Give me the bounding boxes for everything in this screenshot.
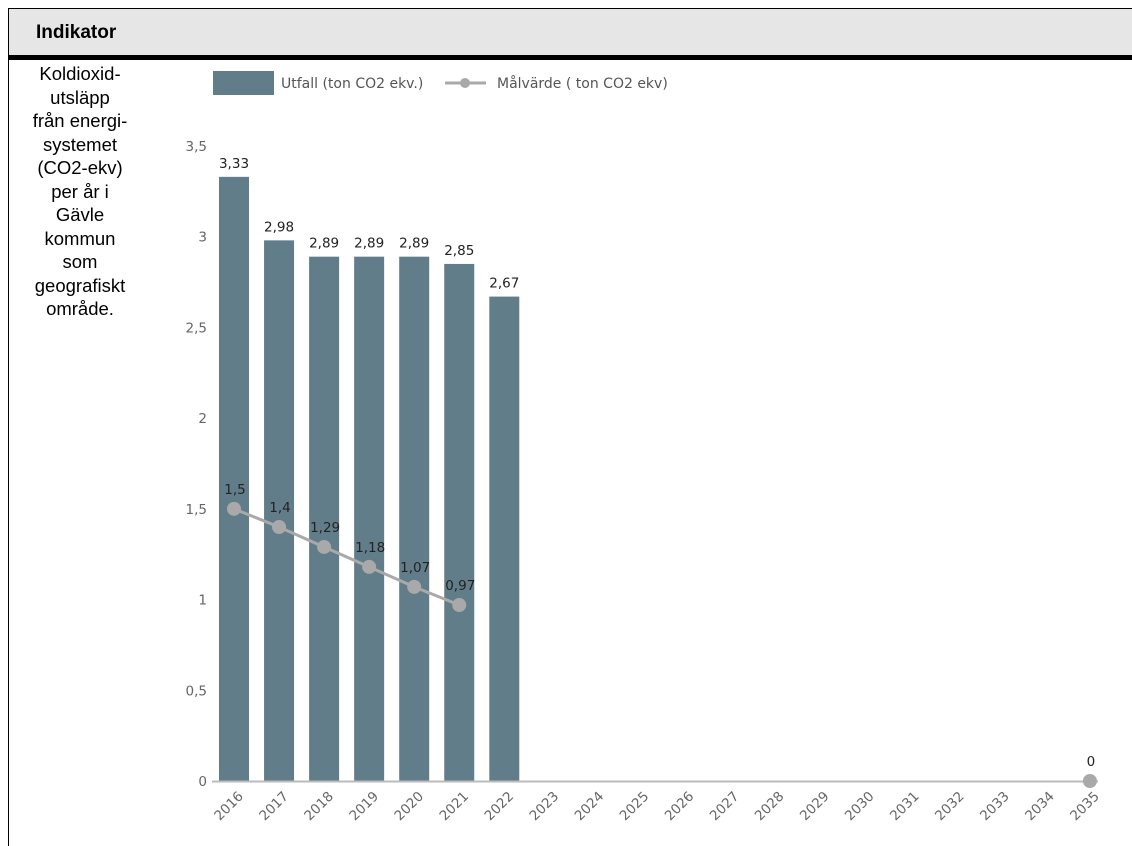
- target-data-label: 0: [1087, 754, 1096, 770]
- target-data-label: 0,97: [445, 578, 475, 594]
- table-header: Indikator: [9, 9, 1132, 55]
- y-tick-label: 2: [198, 411, 207, 427]
- y-tick-label: 1: [198, 593, 207, 609]
- legend-bar-swatch: [213, 71, 274, 95]
- x-tick-label: 2029: [797, 789, 833, 825]
- x-tick-label: 2027: [707, 789, 743, 825]
- indicator-line: per år i: [51, 180, 109, 202]
- x-tick-label: 2016: [211, 789, 247, 825]
- indicator-line: som: [62, 251, 98, 272]
- bar-2016: [219, 176, 249, 782]
- y-tick-label: 3: [198, 230, 207, 246]
- bar-data-label: 2,98: [264, 219, 294, 235]
- target-point-2021: [452, 598, 467, 613]
- x-tick-label: 2017: [256, 789, 292, 825]
- bar-2020: [399, 256, 430, 782]
- bar-data-label: 2,67: [489, 276, 519, 292]
- target-line: [233, 507, 460, 607]
- target-point-2018: [317, 539, 332, 554]
- x-tick-label: 2021: [436, 789, 472, 825]
- target-point-2019: [362, 559, 377, 574]
- y-tick-label: 2,5: [186, 320, 207, 336]
- legend-line-marker: [460, 78, 470, 88]
- y-tick-label: 1,5: [186, 502, 207, 518]
- indicator-line: Koldioxid-: [39, 63, 121, 84]
- y-tick-label: 0: [198, 774, 207, 790]
- target-data-label: 1,29: [310, 520, 340, 536]
- x-tick-label: 2031: [887, 789, 923, 825]
- x-tick-label: 2023: [527, 789, 563, 825]
- target-data-label: 1,07: [400, 560, 430, 576]
- indicator-description: Koldioxid-utsläpp från energi-systemet (CO…: [0, 62, 160, 321]
- bar-2017: [264, 240, 295, 782]
- x-tick-label: 2024: [572, 789, 608, 825]
- indicator-line: geografiskt: [34, 274, 126, 296]
- x-tick-label: 2034: [1022, 789, 1058, 825]
- target-data-label: 1,18: [355, 540, 385, 556]
- indicator-line: systemet: [42, 133, 118, 155]
- indicator-line: kommun: [44, 227, 116, 249]
- x-tick-label: 2025: [617, 789, 653, 825]
- indicator-line: från energi-: [32, 110, 128, 131]
- bar-data-label: 2,89: [309, 236, 339, 252]
- target-data-label: 1,4: [269, 500, 290, 516]
- target-point-2017: [272, 520, 287, 534]
- bar-2019: [354, 256, 385, 782]
- bar-data-label: 2,85: [444, 243, 474, 259]
- header-divider: [9, 55, 1132, 60]
- x-tick-label: 2028: [752, 789, 788, 825]
- y-tick-label: 3,5: [186, 139, 207, 155]
- indicator-table: Indikator: [8, 8, 1132, 846]
- x-tick-label: 2030: [842, 789, 878, 825]
- x-tick-label: 2020: [391, 789, 427, 825]
- indicator-line: område.: [46, 298, 114, 319]
- y-tick-label: 0,5: [186, 683, 207, 699]
- x-tick-label: 2022: [482, 789, 518, 825]
- target-point-2016: [227, 501, 241, 516]
- bar-2021: [444, 263, 475, 781]
- bar-data-label: 2,89: [399, 236, 429, 252]
- x-tick-label: 2033: [977, 789, 1013, 825]
- x-tick-label: 2026: [662, 789, 698, 825]
- legend-bar-label: Utfall (ton CO2 ekv.): [281, 76, 423, 92]
- x-tick-label: 2018: [301, 789, 337, 825]
- x-tick-label: 2032: [932, 789, 968, 825]
- x-tick-label: 2019: [346, 789, 382, 825]
- indicator-line: utsläpp: [50, 86, 110, 108]
- target-data-label: 1,5: [224, 482, 245, 498]
- target-point-2020: [407, 579, 422, 594]
- target-point-2035: [1082, 774, 1097, 788]
- x-tick-label: 2035: [1067, 789, 1103, 825]
- legend-line-label: Målvärde ( ton CO2 ekv): [497, 75, 668, 92]
- bar-2022: [489, 296, 520, 781]
- header-title: Indikator: [36, 22, 117, 43]
- bar-data-label: 3,33: [219, 156, 249, 172]
- indicator-line: Gävle: [55, 204, 105, 225]
- bar-2018: [309, 256, 340, 782]
- indicator-line: (CO2-ekv): [37, 157, 123, 178]
- bar-data-label: 2,89: [354, 236, 384, 252]
